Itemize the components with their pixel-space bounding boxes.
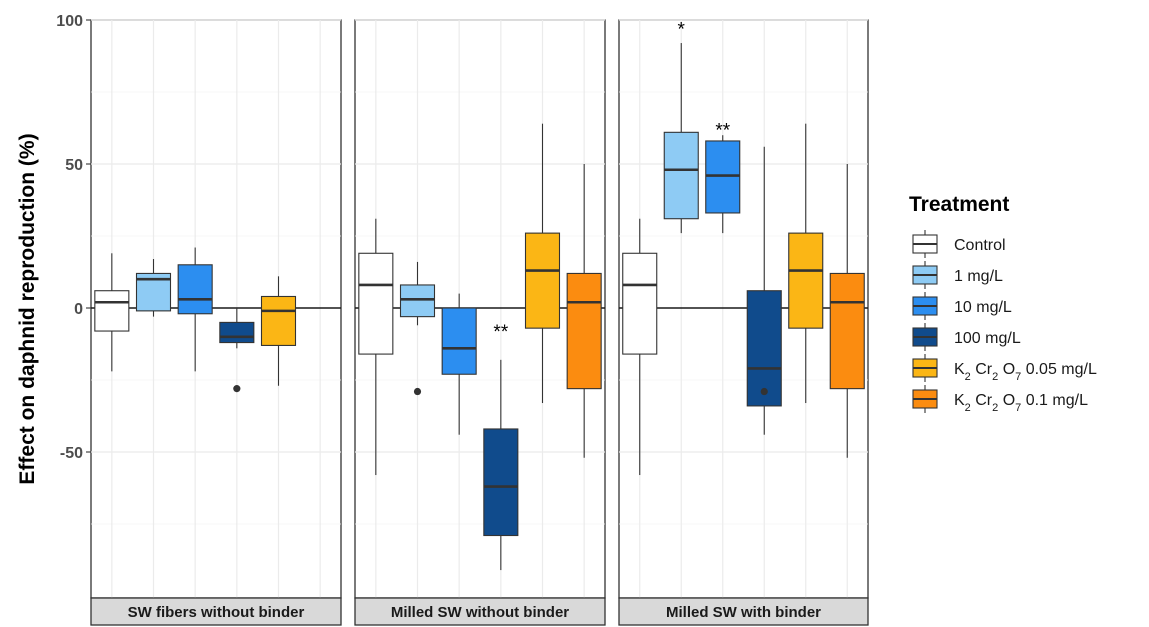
panel-background: [90, 19, 342, 599]
boxplot-treatment-2: [177, 247, 213, 372]
facet-strip: [354, 597, 606, 626]
boxplot-treatment-5: [829, 164, 865, 458]
boxplot-treatment-0: [622, 218, 658, 476]
boxplot-treatment-0: [358, 218, 394, 476]
panel-1: SW fibers without binder: [90, 19, 342, 626]
boxplot-treatment-4: [260, 276, 297, 386]
box: [399, 284, 436, 318]
box: [622, 252, 658, 355]
y-tick-label: 50: [65, 157, 83, 174]
legend-item: 10 mg/L: [912, 292, 1012, 320]
facet-strip: [618, 597, 869, 626]
box: [483, 428, 519, 537]
box: [705, 140, 741, 214]
y-tick-label: -50: [60, 445, 83, 462]
boxplot-treatment-4: [524, 123, 561, 404]
facet-strip-label: Milled SW with binder: [666, 604, 821, 621]
box: [829, 272, 865, 390]
box: [219, 321, 255, 344]
boxplot-treatment-2: [441, 293, 477, 435]
boxplot-treatment-4: [788, 123, 824, 404]
box: [663, 131, 699, 220]
panel-background: [354, 19, 606, 599]
y-axis: 100 50 0 -50: [56, 13, 91, 462]
box: [524, 232, 561, 329]
panel-background: [618, 19, 869, 599]
panel-3: ***Milled SW with binder: [618, 19, 869, 626]
outlier-point: [413, 387, 422, 396]
box: [788, 232, 824, 329]
outlier-point: [760, 387, 768, 396]
boxplot-treatment-5: [566, 164, 602, 458]
legend-label: Control: [954, 237, 1006, 254]
facet-strip-label: Milled SW without binder: [391, 604, 569, 621]
legend-label: K2 Cr2 O7 0.1 mg/L: [954, 392, 1088, 414]
box: [260, 295, 297, 346]
legend-item: 100 mg/L: [912, 323, 1021, 351]
boxplot-treatment-3: [746, 146, 782, 435]
boxplot-treatment-3: [483, 359, 519, 571]
boxplot-treatment-1: [135, 259, 172, 317]
legend-item: Control: [912, 230, 1006, 258]
boxplot-treatment-1: [399, 261, 436, 396]
box: [177, 264, 213, 315]
legend-label: 100 mg/L: [954, 330, 1021, 347]
boxplot-treatment-2: [705, 135, 741, 234]
boxplot-treatment-3: [219, 308, 255, 393]
legend-item: 1 mg/L: [912, 261, 1003, 289]
significance-annotation: *: [678, 20, 686, 41]
significance-annotation: **: [493, 322, 508, 343]
box: [566, 272, 602, 390]
panels: SW fibers without binder ** Milled SW with…: [90, 19, 869, 626]
y-tick-label: 0: [74, 301, 83, 318]
legend: Treatment Control 1 mg/L 10 mg/L 100 mg/L K2 …: [909, 193, 1097, 414]
box: [94, 290, 130, 332]
facet-strip: [90, 597, 342, 626]
boxplot-treatment-1: [663, 43, 699, 234]
y-tick-label: 100: [56, 13, 83, 30]
y-axis-title: Effect on daphnid reproduction (%): [16, 133, 39, 484]
box: [441, 307, 477, 375]
outlier-point: [233, 385, 241, 393]
legend-label: 10 mg/L: [954, 299, 1012, 316]
legend-item: K2 Cr2 O7 0.05 mg/L: [912, 354, 1097, 383]
box: [358, 252, 394, 355]
legend-title: Treatment: [909, 193, 1009, 216]
boxplot-treatment-0: [94, 253, 130, 372]
box: [746, 290, 782, 407]
significance-annotation: **: [715, 120, 730, 141]
legend-label: 1 mg/L: [954, 268, 1003, 285]
legend-item: K2 Cr2 O7 0.1 mg/L: [912, 385, 1088, 414]
facet-strip-label: SW fibers without binder: [128, 604, 305, 621]
legend-label: K2 Cr2 O7 0.05 mg/L: [954, 361, 1097, 383]
panel-2: ** Milled SW without binder: [354, 19, 606, 626]
